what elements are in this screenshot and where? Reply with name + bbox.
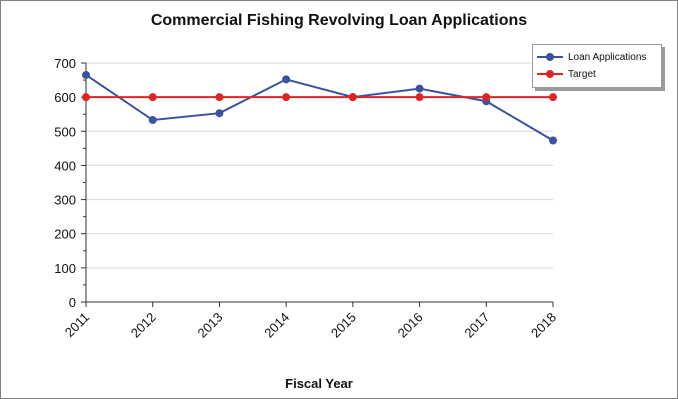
legend-label-target: Target xyxy=(568,68,596,80)
data-point-loan-applications-2018 xyxy=(549,136,557,145)
data-point-loan-applications-2016 xyxy=(415,84,424,93)
data-point-target-2016 xyxy=(415,93,424,102)
x-tick-label-2012: 2012 xyxy=(128,310,159,341)
y-tick-label-200: 200 xyxy=(54,227,76,242)
y-tick-label-0: 0 xyxy=(69,295,76,310)
data-point-target-2017 xyxy=(482,93,491,102)
y-tick-label-700: 700 xyxy=(54,56,76,71)
data-point-target-2012 xyxy=(148,93,157,102)
chart-title: Commercial Fishing Revolving Loan Applic… xyxy=(150,12,528,29)
legend-item-loan-applications: Loan Applications xyxy=(533,50,646,64)
x-tick-label-2018: 2018 xyxy=(528,310,559,341)
y-tick-label-400: 400 xyxy=(54,158,76,173)
x-tick-label-2014: 2014 xyxy=(261,310,292,341)
y-tick-label-600: 600 xyxy=(54,90,76,105)
data-point-loan-applications-2013 xyxy=(215,109,224,118)
x-axis-title: Fiscal Year xyxy=(285,376,353,391)
y-tick-label-300: 300 xyxy=(54,193,76,208)
legend-swatch-target xyxy=(537,67,563,81)
data-point-target-2018 xyxy=(549,93,557,102)
x-tick-label-2011: 2011 xyxy=(62,310,92,340)
legend-swatch-loan-applications xyxy=(537,50,563,64)
data-point-loan-applications-2012 xyxy=(148,116,157,125)
x-tick-label-2013: 2013 xyxy=(194,310,225,341)
data-point-target-2014 xyxy=(282,93,291,102)
y-tick-label-100: 100 xyxy=(54,261,76,276)
data-point-loan-applications-2014 xyxy=(282,75,291,84)
legend-item-target: Target xyxy=(533,67,596,81)
series-line-loan-applications xyxy=(85,74,554,142)
legend: Loan Applications Target xyxy=(532,44,662,88)
data-point-target-2011 xyxy=(82,93,90,102)
x-tick-label-2017: 2017 xyxy=(461,310,492,341)
legend-label-loan-applications: Loan Applications xyxy=(568,51,647,63)
y-tick-label-500: 500 xyxy=(54,124,76,139)
x-tick-label-2015: 2015 xyxy=(328,310,359,341)
data-point-loan-applications-2011 xyxy=(82,70,90,79)
data-point-target-2015 xyxy=(348,93,357,102)
data-point-target-2013 xyxy=(215,93,224,102)
x-tick-label-2016: 2016 xyxy=(395,310,426,341)
